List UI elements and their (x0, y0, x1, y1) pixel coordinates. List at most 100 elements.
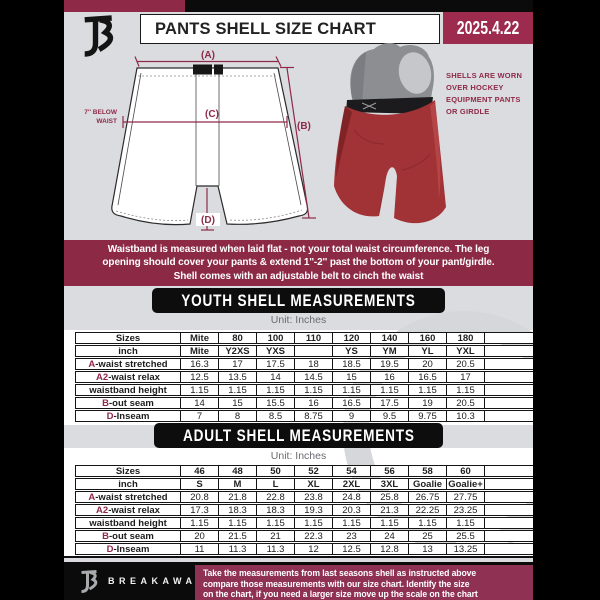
measurement-instructions-banner: Waistband is measured when laid flat - n… (64, 240, 533, 286)
table-cell: 24 (370, 531, 408, 542)
banner-line: Shell comes with an adjustable belt to c… (173, 270, 424, 282)
table-row: waistband height 1.15 1.15 1.15 1.15 1.15 1.15… (75, 517, 533, 529)
adult-section-heading: ADULT SHELL MEASUREMENTS (64, 423, 533, 448)
table-row-spacer (484, 518, 533, 528)
top-strip (64, 0, 533, 12)
table-cell: 21.8 (218, 492, 256, 503)
table-cell: 16 (294, 398, 332, 409)
table-row: D -Inseam 7 8 8.5 8.75 9 9.5 9.75 10.3 (75, 410, 533, 422)
table-cell: 17 (218, 359, 256, 370)
table-cell: 3XL (370, 479, 408, 490)
table-cell: 12.5 (332, 544, 370, 555)
table-cell: 23.25 (446, 505, 484, 516)
table-cell: 12.8 (370, 544, 408, 555)
row-label: B -out seam (102, 530, 154, 542)
row-label: waistband height (89, 517, 167, 529)
label-b: (B) (297, 121, 311, 132)
table-cell: 11.3 (256, 544, 294, 555)
footer-line: Take the measurements from last seasons … (203, 568, 477, 578)
table-cell: 11 (180, 544, 218, 555)
table-cell: 20.8 (180, 492, 218, 503)
table-cell: 18.5 (332, 359, 370, 370)
table-row-spacer (484, 411, 533, 421)
footer-bar: BREAKAWAY Take the measurements from las… (64, 562, 533, 600)
table-cell: 14 (256, 372, 294, 383)
table-cell: 80 (218, 333, 256, 344)
table-cell: XL (294, 479, 332, 490)
table-cell: 58 (408, 466, 446, 477)
table-cell: 15 (218, 398, 256, 409)
table-cell: 46 (180, 466, 218, 477)
table-cell: 26.75 (408, 492, 446, 503)
table-cell: 15 (332, 372, 370, 383)
table-cell: 1.15 (294, 518, 332, 529)
table-cell: 20 (180, 531, 218, 542)
table-cell: 8.75 (294, 411, 332, 422)
adult-unit-label: Unit: Inches (270, 450, 327, 462)
table-cell: 21.3 (370, 505, 408, 516)
size-chart-document: PANTS SHELL SIZE CHART 2025.4.22 (A) (64, 0, 533, 600)
table-cell: 18.3 (256, 505, 294, 516)
table-cell: 18 (294, 359, 332, 370)
table-cell: 9 (332, 411, 370, 422)
table-row: B -out seam 14 15 15.5 16 16.5 17.5 19 20.5 (75, 397, 533, 409)
shorts-outline (111, 67, 309, 226)
table-row: A2 -waist relax 17.3 18.3 18.3 19.3 20.3 21.3 22… (75, 504, 533, 516)
row-label: Sizes (115, 465, 141, 477)
table-row-spacer (484, 544, 533, 554)
table-row: D -Inseam 11 11.3 11.3 12 12.5 12.8 13 13.25 (75, 543, 533, 555)
row-label: A -waist stretched (88, 358, 168, 370)
youth-measurements-table: Sizes Mite 80 100 110 120 140 160 180 inch Mite Y2X… (75, 332, 533, 423)
adult-heading-text: ADULT SHELL MEASUREMENTS (182, 425, 415, 445)
table-row-spacer (484, 466, 533, 476)
table-row-spacer (484, 492, 533, 502)
table-cell: 23 (332, 531, 370, 542)
table-row: B -out seam 20 21.5 21 22.3 23 24 25 25.5 (75, 530, 533, 542)
table-cell: 1.15 (332, 518, 370, 529)
table-row-spacer (484, 333, 533, 343)
table-row-spacer (484, 531, 533, 541)
table-row: Sizes Mite 80 100 110 120 140 160 180 (75, 332, 533, 344)
table-row-spacer (484, 398, 533, 408)
table-cell: 13.25 (446, 544, 484, 555)
bottom-divider (64, 556, 533, 562)
table-row-spacer (484, 385, 533, 395)
table-cell: 25.8 (370, 492, 408, 503)
measure-line-d (201, 188, 214, 231)
row-label: A2 -waist relax (96, 371, 160, 383)
table-cell: 25.5 (446, 531, 484, 542)
row-label: D -Inseam (106, 410, 150, 422)
row-label: D -Inseam (106, 543, 150, 555)
row-label: waistband height (89, 384, 167, 396)
table-cell: M (218, 479, 256, 490)
table-cell: YXS (256, 346, 294, 357)
table-cell: 12 (294, 544, 332, 555)
table-row-spacer (484, 359, 533, 369)
adult-measurements-table: Sizes 46 48 50 52 54 56 58 60 inch S M L XL 2XL 3XL Goal… (75, 465, 533, 556)
measure-line-b (280, 66, 316, 219)
table-cell: 48 (218, 466, 256, 477)
table-cell: 54 (332, 466, 370, 477)
table-cell: 25 (408, 531, 446, 542)
table-cell: YM (370, 346, 408, 357)
table-cell: 16 (370, 372, 408, 383)
table-cell (294, 346, 332, 356)
table-cell: 1.15 (370, 385, 408, 396)
table-cell: 10.3 (446, 411, 484, 422)
brand-name: BREAKAWAY (108, 576, 207, 586)
table-cell: 15.5 (256, 398, 294, 409)
footer-line: on the chart, if you need a larger size … (203, 589, 478, 600)
table-cell: 17.5 (370, 398, 408, 409)
measure-line-c (122, 116, 288, 128)
waist-note-line2: WAIST (96, 118, 117, 125)
page-title: PANTS SHELL SIZE CHART (140, 14, 440, 44)
table-cell: 56 (370, 466, 408, 477)
table-cell: 1.15 (180, 518, 218, 529)
table-row-spacer (484, 479, 533, 489)
table-row: inch S M L XL 2XL 3XL Goalie Goalie+ (75, 478, 533, 490)
label-c: (C) (205, 109, 219, 120)
table-cell: 1.15 (446, 385, 484, 396)
date-text: 2025.4.22 (456, 17, 520, 38)
table-row: A -waist stretched 20.8 21.8 22.8 23.8 24.8 25.… (75, 491, 533, 503)
